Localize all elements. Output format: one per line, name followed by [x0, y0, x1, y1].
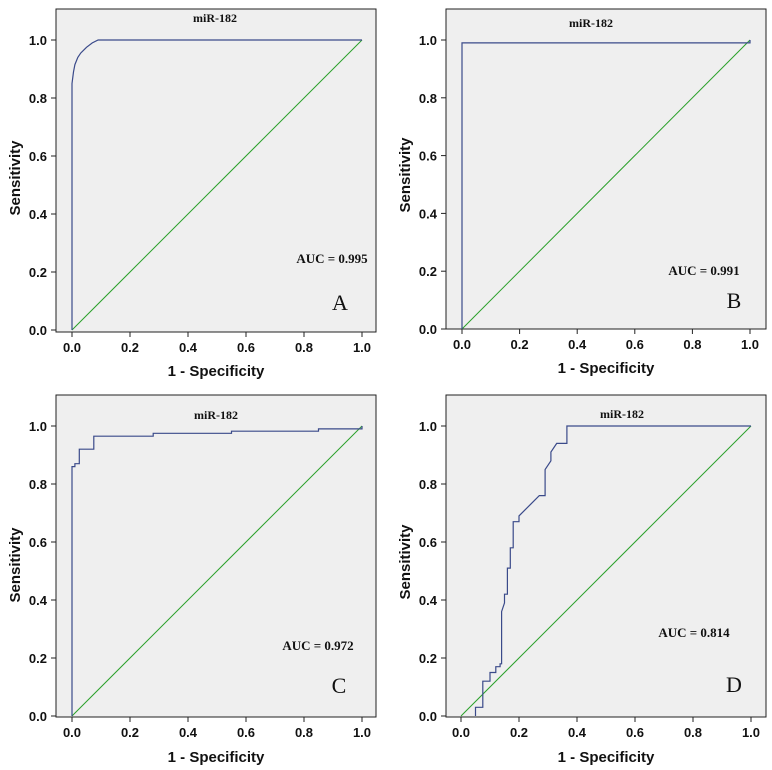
- y-axis-title: Sensitivity: [7, 140, 24, 216]
- y-tick-label: 0.2: [29, 651, 47, 666]
- x-tick-label: 0.4: [179, 340, 198, 355]
- roc-curve: [71, 39, 362, 330]
- x-tick-label: 0.6: [237, 340, 255, 355]
- reference-line: [71, 39, 363, 331]
- axis-ticks: 0.0 0.2 0.4 0.6 0.8 1.0 0.0 0.2 0.4 0.6 0.8 1.0: [29, 33, 371, 355]
- panel-d: miR-182 Sensitivity 1 - Specificity AUC …: [397, 394, 767, 766]
- auc-annotation: AUC = 0.991: [668, 263, 739, 278]
- y-tick-label: 0.6: [419, 149, 437, 164]
- x-tick-label: 0.8: [295, 725, 313, 740]
- y-tick-label: 0.0: [29, 323, 47, 338]
- x-tick-label: 1.0: [353, 340, 371, 355]
- chart-title: miR-182: [194, 408, 238, 422]
- y-tick-label: 0.8: [29, 91, 47, 106]
- chart-title: miR-182: [569, 16, 613, 30]
- x-axis-title: 1 - Specificity: [168, 749, 265, 766]
- panel-letter: D: [726, 672, 742, 697]
- y-tick-label: 0.0: [419, 322, 437, 337]
- y-tick-label: 0.4: [29, 207, 48, 222]
- x-tick-label: 1.0: [741, 337, 759, 352]
- y-tick-label: 0.8: [419, 91, 437, 106]
- x-tick-label: 0.0: [452, 725, 470, 740]
- panel-c: miR-182 Sensitivity 1 - Specificity AUC …: [7, 394, 377, 766]
- x-tick-label: 0.4: [568, 337, 587, 352]
- panel-letter: C: [332, 673, 347, 698]
- reference-line: [461, 39, 751, 330]
- roc-curve: [71, 426, 363, 716]
- y-tick-label: 1.0: [29, 33, 47, 48]
- x-axis-title: 1 - Specificity: [168, 363, 265, 380]
- auc-annotation: AUC = 0.995: [296, 251, 368, 266]
- plot-area: [445, 8, 767, 330]
- y-tick-label: 0.0: [419, 709, 437, 724]
- y-tick-label: 0.6: [419, 535, 437, 550]
- plot-area: [55, 8, 377, 333]
- plot-area: [445, 394, 767, 718]
- y-tick-label: 1.0: [419, 419, 437, 434]
- x-tick-label: 0.6: [626, 337, 644, 352]
- x-tick-label: 0.8: [683, 337, 701, 352]
- y-tick-label: 0.2: [29, 265, 47, 280]
- roc-curve: [474, 425, 751, 716]
- x-tick-label: 1.0: [742, 725, 760, 740]
- y-tick-label: 0.4: [419, 206, 438, 221]
- axis-ticks: 0.0 0.2 0.4 0.6 0.8 1.0 0.0 0.2 0.4 0.6 0.8 1.0: [419, 419, 760, 740]
- axis-ticks: 0.0 0.2 0.4 0.6 0.8 1.0 0.0 0.2 0.4 0.6 0.8 1.0: [29, 419, 371, 740]
- y-axis-title: Sensitivity: [397, 524, 414, 600]
- y-tick-label: 0.6: [29, 149, 47, 164]
- x-tick-label: 1.0: [353, 725, 371, 740]
- x-tick-label: 0.4: [179, 725, 198, 740]
- reference-line: [460, 425, 752, 717]
- x-tick-label: 0.2: [510, 725, 528, 740]
- chart-title: miR-182: [193, 11, 237, 25]
- roc-curve: [461, 40, 751, 329]
- x-tick-label: 0.0: [63, 340, 81, 355]
- x-tick-label: 0.0: [453, 337, 471, 352]
- x-tick-label: 0.6: [237, 725, 255, 740]
- x-axis-title: 1 - Specificity: [558, 749, 655, 766]
- plot-area: [55, 394, 377, 718]
- x-tick-label: 0.8: [295, 340, 313, 355]
- x-tick-label: 0.2: [121, 340, 139, 355]
- y-tick-label: 0.6: [29, 535, 47, 550]
- x-tick-label: 0.8: [684, 725, 702, 740]
- y-tick-label: 0.4: [419, 593, 438, 608]
- panel-a: miR-182 Sensitivity 1 - Specificity AUC …: [7, 8, 377, 380]
- y-tick-label: 0.8: [419, 477, 437, 492]
- y-tick-label: 1.0: [419, 33, 437, 48]
- reference-line: [71, 425, 363, 717]
- y-tick-label: 0.0: [29, 709, 47, 724]
- y-tick-label: 0.2: [419, 651, 437, 666]
- y-axis-title: Sensitivity: [397, 137, 414, 213]
- panel-letter: A: [332, 290, 348, 315]
- x-tick-label: 0.2: [121, 725, 139, 740]
- axis-ticks: 0.0 0.2 0.4 0.6 0.8 1.0 0.0 0.2 0.4 0.6 0.8 1.0: [419, 33, 759, 352]
- y-tick-label: 0.2: [419, 264, 437, 279]
- x-tick-label: 0.2: [511, 337, 529, 352]
- panel-letter: B: [727, 288, 742, 313]
- y-tick-label: 1.0: [29, 419, 47, 434]
- x-tick-label: 0.0: [63, 725, 81, 740]
- chart-title: miR-182: [600, 407, 644, 421]
- auc-annotation: AUC = 0.972: [282, 638, 353, 653]
- y-axis-title: Sensitivity: [7, 527, 24, 603]
- x-tick-label: 0.4: [568, 725, 587, 740]
- auc-annotation: AUC = 0.814: [658, 625, 730, 640]
- x-axis-title: 1 - Specificity: [558, 360, 655, 377]
- y-tick-label: 0.4: [29, 593, 48, 608]
- x-tick-label: 0.6: [626, 725, 644, 740]
- y-tick-label: 0.8: [29, 477, 47, 492]
- panel-b: miR-182 Sensitivity 1 - Specificity AUC …: [397, 8, 767, 377]
